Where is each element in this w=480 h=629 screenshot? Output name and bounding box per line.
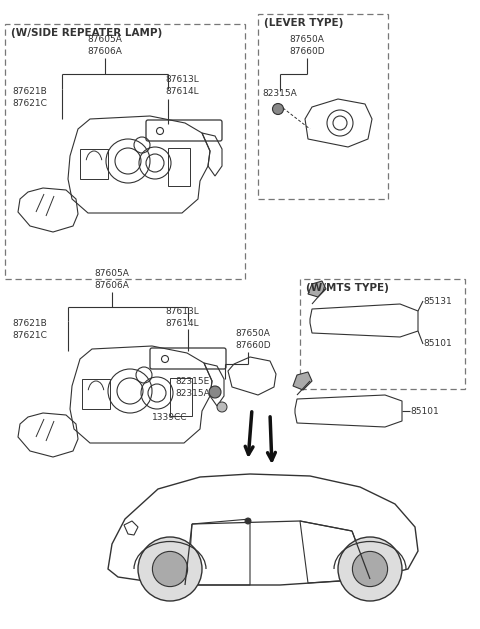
Text: 87605A: 87605A [95, 269, 130, 279]
Text: 87660D: 87660D [235, 342, 271, 350]
Text: 85131: 85131 [423, 296, 452, 306]
Circle shape [217, 402, 227, 412]
Circle shape [138, 537, 202, 601]
Circle shape [153, 552, 188, 587]
Bar [82, 379, 110, 409]
Text: 87621B: 87621B [12, 87, 47, 96]
Text: 87621C: 87621C [12, 331, 47, 340]
Text: 87614L: 87614L [165, 87, 199, 96]
Bar [168, 148, 190, 186]
Text: (W/SIDE REPEATER LAMP): (W/SIDE REPEATER LAMP) [11, 28, 162, 38]
Circle shape [209, 386, 221, 398]
Circle shape [338, 537, 402, 601]
Text: 82315A: 82315A [262, 89, 297, 99]
Polygon shape [293, 372, 312, 390]
Text: 1339CC: 1339CC [152, 413, 188, 421]
Text: 87613L: 87613L [165, 74, 199, 84]
Bar [258, 14, 388, 199]
Text: 87614L: 87614L [165, 320, 199, 328]
Text: 87606A: 87606A [87, 48, 122, 57]
Text: 87621B: 87621B [12, 320, 47, 328]
Text: 85101: 85101 [423, 340, 452, 348]
Text: (LEVER TYPE): (LEVER TYPE) [264, 18, 343, 28]
Circle shape [273, 104, 284, 114]
Circle shape [352, 552, 388, 587]
Text: 85101: 85101 [410, 406, 439, 416]
Text: 87660D: 87660D [289, 48, 325, 57]
Text: 87650A: 87650A [289, 35, 324, 45]
Bar [5, 24, 245, 279]
Text: 82315E: 82315E [175, 377, 209, 386]
Bar [80, 149, 108, 179]
Text: 87606A: 87606A [95, 282, 130, 291]
Text: 87650A: 87650A [235, 330, 270, 338]
Text: (W/MTS TYPE): (W/MTS TYPE) [306, 283, 389, 293]
Text: 87613L: 87613L [165, 308, 199, 316]
Circle shape [245, 518, 251, 524]
Bar [300, 279, 465, 389]
Text: 82315A: 82315A [175, 389, 210, 398]
Polygon shape [308, 281, 326, 297]
Bar [170, 378, 192, 416]
Text: 87605A: 87605A [87, 35, 122, 45]
Text: 87621C: 87621C [12, 99, 47, 108]
